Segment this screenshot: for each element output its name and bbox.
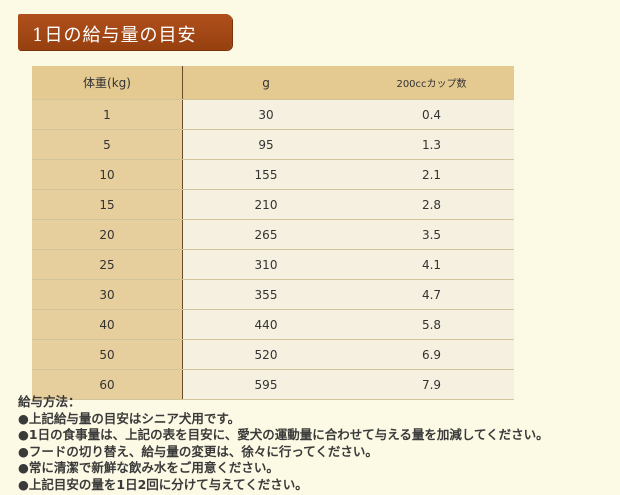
column-header: 200ccカップ数 <box>349 66 514 100</box>
table-cell: 2.8 <box>349 189 514 220</box>
note-item: ●1日の食事量は、上記の表を目安に、愛犬の運動量に合わせて与える量を加減してくだ… <box>18 427 549 443</box>
table-cell: 6.9 <box>349 339 514 370</box>
table-row: 10 155 2.1 <box>32 159 514 190</box>
table-cell: 440 <box>182 309 349 340</box>
table-row: 5 95 1.3 <box>32 129 514 160</box>
table-row: 20 265 3.5 <box>32 219 514 250</box>
table-cell: 595 <box>182 369 349 400</box>
table-row: 40 440 5.8 <box>32 309 514 340</box>
notes-title: 給与方法： <box>18 394 81 409</box>
note-item: ●常に清潔で新鮮な飲み水をご用意ください。 <box>18 460 279 476</box>
table-cell: 155 <box>182 159 349 190</box>
table-body: 1 30 0.4 5 95 1.3 10 155 2.1 15 210 2.8 20 265 3.5 25 31… <box>32 99 514 400</box>
table-cell: 1 <box>32 99 183 130</box>
note-item: ●フードの切り替え、給与量の変更は、徐々に行ってください。 <box>18 443 378 459</box>
table-row: 1 30 0.4 <box>32 99 514 130</box>
table-cell: 4.1 <box>349 249 514 280</box>
table-row: 60 595 7.9 <box>32 369 514 400</box>
table-cell: 20 <box>32 219 183 250</box>
table-cell: 210 <box>182 189 349 220</box>
title-banner: 1日の給与量の目安 <box>18 14 232 50</box>
table-cell: 50 <box>32 339 183 370</box>
table-row: 50 520 6.9 <box>32 339 514 370</box>
feeding-table: 体重(kg) g 200ccカップ数 1 30 0.4 5 95 1.3 10 155 2.1 15 21… <box>32 66 514 400</box>
table-cell: 5 <box>32 129 183 160</box>
table-cell: 1.3 <box>349 129 514 160</box>
table-cell: 3.5 <box>349 219 514 250</box>
table-row: 25 310 4.1 <box>32 249 514 280</box>
table-cell: 60 <box>32 369 183 400</box>
title: 1日の給与量の目安 <box>32 25 197 46</box>
table-cell: 95 <box>182 129 349 160</box>
table-cell: 30 <box>182 99 349 130</box>
table-cell: 355 <box>182 279 349 310</box>
table-cell: 40 <box>32 309 183 340</box>
table-cell: 7.9 <box>349 369 514 400</box>
note-item: ●上記給与量の目安はシニア犬用です。 <box>18 410 241 426</box>
column-header: g <box>182 66 349 100</box>
table-cell: 15 <box>32 189 183 220</box>
column-header: 体重(kg) <box>32 66 183 100</box>
table-cell: 0.4 <box>349 99 514 130</box>
table-cell: 265 <box>182 219 349 250</box>
table-cell: 4.7 <box>349 279 514 310</box>
table-row: 30 355 4.7 <box>32 279 514 310</box>
table-cell: 10 <box>32 159 183 190</box>
table-cell: 30 <box>32 279 183 310</box>
note-item: ●上記目安の量を1日2回に分けて与えてください。 <box>18 476 308 492</box>
table-cell: 25 <box>32 249 183 280</box>
table-cell: 5.8 <box>349 309 514 340</box>
table-cell: 310 <box>182 249 349 280</box>
table-cell: 520 <box>182 339 349 370</box>
notes: 給与方法： ●上記給与量の目安はシニア犬用です。 ●1日の食事量は、上記の表を目安に… <box>18 394 549 494</box>
table-cell: 2.1 <box>349 159 514 190</box>
table-row: 15 210 2.8 <box>32 189 514 220</box>
header-row: 体重(kg) g 200ccカップ数 <box>32 66 514 100</box>
